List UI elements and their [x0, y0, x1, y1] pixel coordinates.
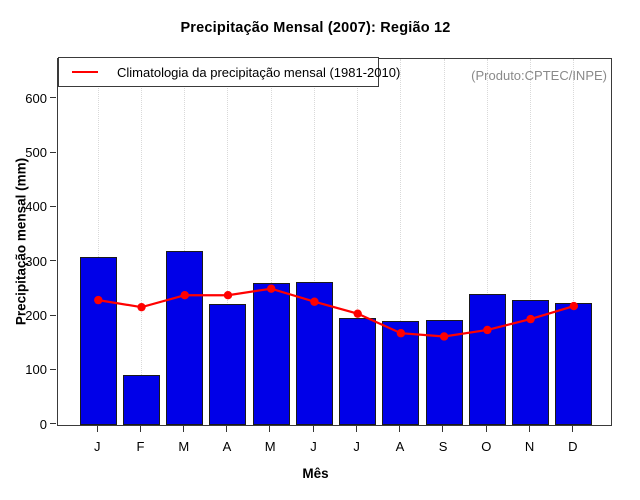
y-axis-tick: [50, 97, 56, 99]
x-axis-tick: [226, 425, 228, 432]
x-axis-tick-label: A: [222, 439, 232, 454]
bar: [166, 250, 204, 425]
bar: [79, 256, 117, 425]
x-axis-tick: [269, 425, 271, 432]
climatology-point: [439, 332, 449, 341]
gridline: [313, 59, 315, 425]
x-axis-tick-label: J: [310, 439, 317, 454]
legend-line-swatch-icon: [72, 71, 98, 73]
x-axis-tick-label: M: [264, 439, 276, 454]
x-axis-tick: [528, 425, 530, 432]
y-axis-tick: [50, 314, 56, 316]
x-axis-tick: [355, 425, 357, 432]
gridline: [357, 59, 359, 425]
bar: [295, 282, 333, 425]
bar: [209, 303, 247, 425]
product-annotation: (Produto:CPTEC/INPE): [471, 68, 607, 83]
y-axis-tick-label: 500: [25, 144, 47, 160]
y-axis-tick-label: 400: [25, 199, 47, 215]
climatology-line-layer: [94, 284, 579, 341]
x-axis-tick: [139, 425, 141, 432]
gridline: [141, 59, 143, 425]
climatology-point: [353, 309, 362, 318]
gridline: [97, 59, 99, 425]
x-axis-label: Mês: [302, 466, 329, 481]
x-axis-tick-label: J: [94, 439, 101, 454]
bar: [382, 321, 420, 425]
x-axis-tick: [442, 425, 444, 432]
bar: [555, 303, 593, 425]
x-axis-tick: [399, 425, 401, 432]
gridline: [184, 59, 186, 425]
chart-title: Precipitação Mensal (2007): Região 12: [180, 20, 451, 36]
x-axis-tick: [183, 425, 184, 432]
x-axis-tick-label: O: [481, 439, 492, 454]
x-axis-tick-label: D: [568, 439, 578, 454]
climatology-point: [483, 325, 492, 335]
y-axis-tick: [50, 423, 56, 425]
legend: Climatologia da precipitação mensal (198…: [58, 57, 400, 87]
y-axis-tick-label: 100: [25, 362, 47, 378]
plot-area: [57, 58, 612, 426]
x-axis-tick: [572, 425, 574, 432]
climatology-point: [569, 301, 579, 311]
y-axis-tick-label: 200: [25, 307, 47, 323]
gridline: [530, 59, 532, 425]
y-axis-tick-label: 600: [25, 90, 47, 106]
y-axis-tick: [50, 206, 56, 208]
gridline: [400, 59, 402, 425]
x-axis-tick-label: S: [438, 439, 448, 454]
bar: [123, 375, 161, 425]
legend-label: Climatologia da precipitação mensal (198…: [117, 64, 401, 80]
gridline: [573, 59, 575, 425]
y-axis-tick: [50, 260, 56, 262]
climatology-point: [94, 295, 103, 305]
x-axis-tick-label: J: [353, 439, 360, 454]
x-axis-tick-label: N: [524, 439, 535, 454]
bar: [468, 293, 506, 425]
climatology-point: [223, 291, 233, 300]
climatology-point: [267, 284, 276, 293]
gridline: [486, 59, 488, 425]
climatology-point: [526, 314, 535, 324]
gridline: [443, 59, 445, 425]
bar: [252, 282, 290, 425]
climatology-line: [98, 287, 575, 338]
climatology-point: [137, 302, 146, 312]
x-axis-tick-label: M: [178, 439, 190, 454]
bar: [339, 318, 377, 425]
gridline: [227, 59, 229, 425]
x-axis-tick-label: F: [136, 439, 145, 454]
climatology-point: [396, 329, 406, 338]
climatology-point: [310, 297, 319, 306]
x-axis-tick: [312, 425, 314, 432]
y-axis-tick-label: 0: [39, 416, 47, 432]
gridline: [270, 59, 272, 425]
y-axis-tick: [50, 151, 56, 153]
x-axis-tick-label: A: [395, 439, 405, 454]
climatology-point: [180, 291, 189, 300]
x-axis-tick: [485, 425, 487, 432]
y-axis-tick-label: 300: [25, 253, 47, 269]
x-axis-tick: [96, 425, 98, 432]
y-axis-tick: [50, 368, 56, 370]
